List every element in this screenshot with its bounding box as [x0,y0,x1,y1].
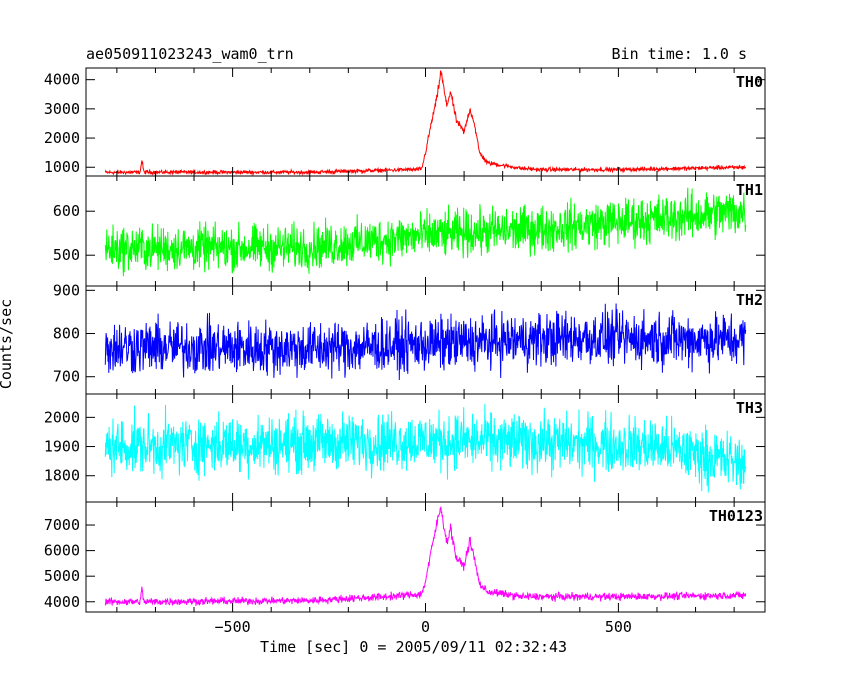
panel-label: TH0 [736,73,763,91]
y-tick-label: 1800 [44,467,80,485]
series-line-th3 [104,403,747,493]
panel-label: TH1 [736,181,763,199]
panel-th1: 500 600 TH1 [53,175,766,287]
y-tick-label: 800 [53,325,80,343]
panel-label: TH0123 [709,507,763,525]
x-tick-label: 0 [421,618,430,636]
chart-title: ae050911023243_wam0_trn [86,45,294,63]
x-tick-label: −500 [215,618,251,636]
y-tick-label: 600 [53,202,80,220]
panel-label: TH2 [736,291,763,309]
y-tick-label: 2000 [44,129,80,147]
panel-th2: 700 800 900 TH2 [53,281,766,395]
y-tick-label: 3000 [44,100,80,118]
series-line-th2 [104,303,747,381]
y-tick-label: 7000 [44,516,80,534]
y-tick-label: 1000 [44,158,80,176]
y-tick-label: 500 [53,246,80,264]
y-tick-label: 4000 [44,71,80,89]
panel-frame [85,67,766,177]
y-axis-label: Counts/sec [0,298,16,390]
x-tick-label: 500 [605,618,632,636]
panel-frame [85,501,766,613]
panel-th3: 1800 1900 2000 TH3 [44,393,766,503]
y-tick-label: 6000 [44,542,80,560]
y-tick-label: 700 [53,368,80,386]
series-line-th1 [104,187,747,277]
y-tick-label: 900 [53,281,80,299]
y-tick-label: 5000 [44,567,80,585]
series-line-th0123 [104,506,747,606]
y-tick-label: 4000 [44,593,80,611]
series-line-th0 [104,70,747,176]
y-tick-label: 2000 [44,408,80,426]
panel-th0123: 4000 5000 6000 7000 TH0123 [44,501,766,613]
panel-label: TH3 [736,399,763,417]
bin-time-label: Bin time: 1.0 s [611,45,747,63]
y-tick-label: 1900 [44,438,80,456]
x-axis-label: Time [sec] 0 = 2005/09/11 02:32:43 [260,638,568,656]
panel-th0: 1000 2000 3000 4000 TH0 [44,67,766,177]
